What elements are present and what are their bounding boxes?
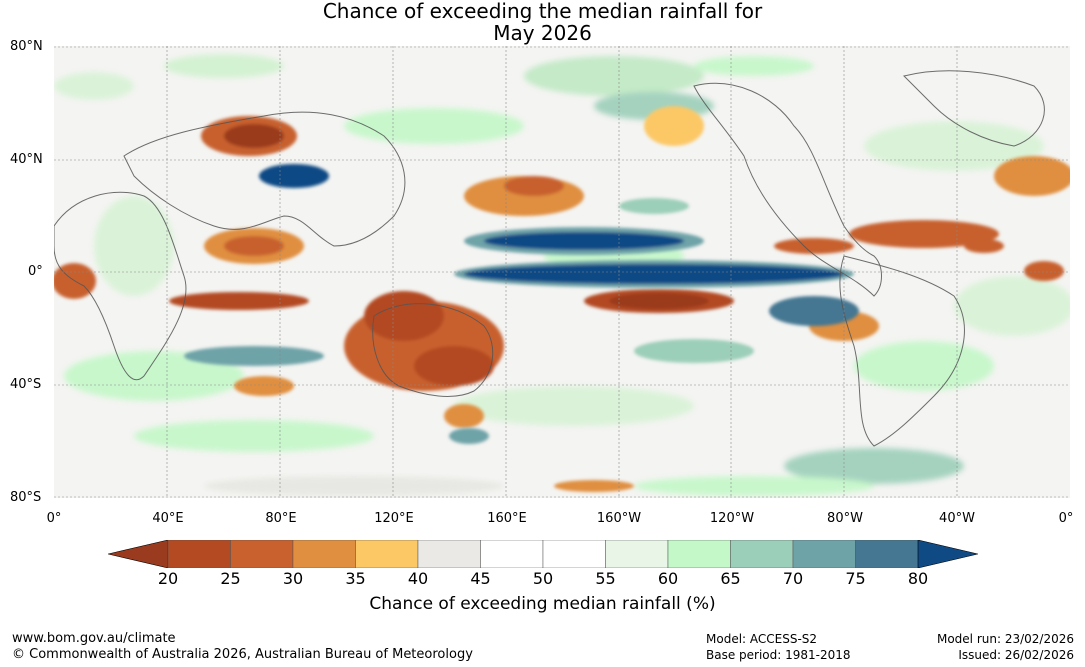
issued-date: Issued: 26/02/2026: [958, 648, 1074, 662]
map-title-line2: May 2026: [493, 21, 592, 45]
colorbar-segment: [667, 540, 731, 568]
background-anomaly-patches: [54, 54, 1070, 496]
lon-label-40e: 40°E: [152, 511, 184, 526]
colorbar-tick-label: 30: [282, 569, 304, 588]
coastlines: [54, 70, 1045, 447]
colorbar-tick-label: 80: [907, 569, 929, 588]
lon-label-120w: 120°W: [709, 511, 755, 526]
lon-label-80w: 80°W: [827, 511, 863, 526]
colorbar-tick-label: 45: [470, 569, 491, 588]
lon-label-120e: 120°E: [374, 511, 414, 526]
lon-label-160w: 160°W: [596, 511, 642, 526]
colorbar-segment: [480, 540, 544, 568]
lon-label-40w: 40°W: [939, 511, 975, 526]
colorbar-segment: [855, 540, 919, 568]
lon-label-0: 0°: [46, 511, 62, 526]
colorbar-tick-label: 60: [657, 569, 679, 588]
colorbar-segment: [417, 540, 481, 568]
colorbar-segment: [542, 540, 606, 568]
model-name: Model: ACCESS-S2: [706, 632, 818, 646]
colorbar-tick-label: 70: [782, 569, 804, 588]
colorbar-segment: [355, 540, 419, 568]
model-run-date: Model run: 23/02/2026: [936, 632, 1074, 646]
graticule: [54, 46, 1070, 498]
colorbar-segment: [292, 540, 356, 568]
lat-label-0: 0°: [28, 264, 43, 279]
wet-anomalies: [184, 164, 859, 444]
colorbar-tick-label: 75: [845, 569, 866, 588]
base-period: Base period: 1981-2018: [706, 648, 851, 662]
colorbar-segment: [230, 540, 294, 568]
lat-label-40n: 40°N: [10, 152, 43, 167]
colorbar-tick-label: 50: [532, 569, 554, 588]
colorbar-segment: [730, 540, 794, 568]
colorbar-extend-high: [917, 540, 978, 568]
colorbar-segment: [792, 540, 856, 568]
colorbar-tick-label: 25: [220, 569, 241, 588]
website-link[interactable]: www.bom.gov.au/climate: [12, 631, 176, 646]
colorbar-segment: [167, 540, 231, 568]
colorbar-extend-low: [108, 540, 169, 568]
lat-label-80n: 80°N: [10, 39, 43, 54]
colorbar-segment: [605, 540, 669, 568]
rainfall-probability-map: [54, 46, 1070, 498]
lat-label-80s: 80°S: [10, 490, 42, 505]
colorbar-tick-label: 55: [595, 569, 616, 588]
colorbar-tick-label: 40: [407, 569, 429, 588]
colorbar-tick-label: 20: [157, 569, 179, 588]
lat-label-40s: 40°S: [10, 377, 42, 392]
lon-label-80e: 80°E: [265, 511, 297, 526]
colorbar-tick-label: 65: [720, 569, 741, 588]
map-title-line1: Chance of exceeding the median rainfall …: [322, 0, 763, 23]
lon-label-160e: 160°E: [487, 511, 527, 526]
colorbar: [108, 540, 978, 568]
lon-label-0-right: 0°: [1058, 511, 1074, 526]
copyright-text: © Commonwealth of Australia 2026, Austra…: [12, 647, 473, 662]
colorbar-tick-label: 35: [345, 569, 366, 588]
colorbar-label: Chance of exceeding median rainfall (%): [369, 594, 716, 614]
